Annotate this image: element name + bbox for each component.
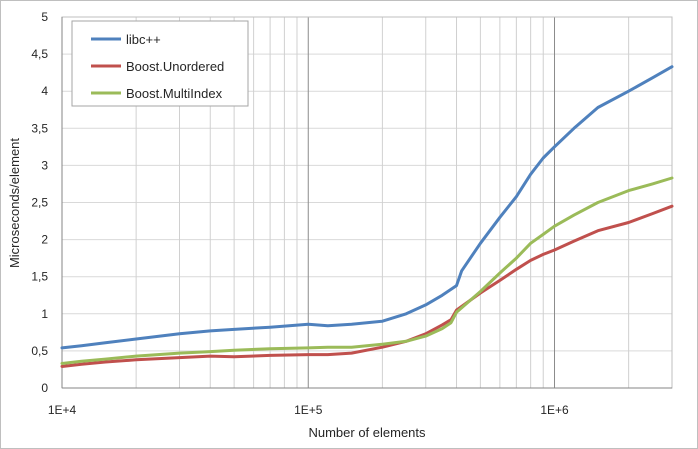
y-tick-label: 4,5 <box>31 47 48 61</box>
y-axis-ticks: 0 0,5 1 1,5 2 2,5 3 3,5 4 4,5 5 <box>31 10 48 395</box>
legend: libc++ Boost.Unordered Boost.MultiIndex <box>71 20 249 107</box>
y-tick-label: 5 <box>41 10 48 24</box>
x-tick-label: 1E+5 <box>294 403 323 417</box>
y-tick-label: 3 <box>41 158 48 172</box>
x-axis-title: Number of elements <box>308 425 426 440</box>
x-axis-ticks: 1E+4 1E+5 1E+6 <box>48 403 569 417</box>
y-tick-label: 4 <box>41 84 48 98</box>
series-lines <box>60 65 674 368</box>
series-line-0 <box>60 65 674 350</box>
legend-label-boost-unordered: Boost.Unordered <box>126 59 224 74</box>
y-tick-label: 0 <box>41 381 48 395</box>
y-tick-label: 1,5 <box>31 270 48 284</box>
y-tick-label: 2 <box>41 233 48 247</box>
series-line-1 <box>60 204 674 368</box>
y-tick-label: 1 <box>41 307 48 321</box>
x-tick-label: 1E+6 <box>540 403 569 417</box>
series-line-2 <box>60 176 674 365</box>
legend-label-boost-multiindex: Boost.MultiIndex <box>126 86 223 101</box>
y-axis-title: Microseconds/element <box>7 138 22 268</box>
y-tick-label: 3,5 <box>31 121 48 135</box>
y-tick-label: 0,5 <box>31 344 48 358</box>
y-tick-label: 2,5 <box>31 196 48 210</box>
x-tick-label: 1E+4 <box>48 403 77 417</box>
legend-box <box>71 20 249 107</box>
legend-label-libcxx: libc++ <box>126 32 161 47</box>
